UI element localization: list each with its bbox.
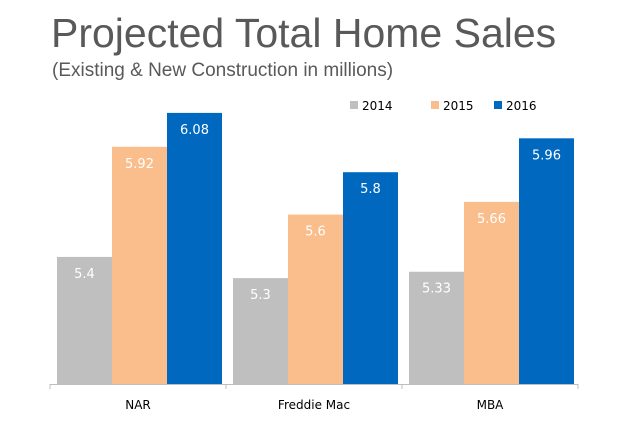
data-label: 5.96 [532, 148, 561, 163]
data-label: 5.3 [250, 288, 271, 303]
category-label: MBA [477, 398, 505, 412]
legend-label: 2014 [362, 99, 393, 113]
data-label: 5.4 [74, 267, 95, 282]
bar-2015-mba [464, 201, 519, 384]
data-label: 5.33 [422, 282, 451, 297]
data-label: 5.6 [305, 225, 326, 240]
bar-2015-nar [112, 146, 167, 384]
legend-swatch-2014 [350, 101, 358, 109]
bar-2014-freddie-mac [233, 278, 288, 384]
data-label: 5.8 [360, 182, 381, 197]
bar-2015-freddie-mac [288, 214, 343, 384]
data-label: 6.08 [180, 123, 209, 138]
legend-swatch-2016 [494, 101, 502, 109]
legend-label: 2016 [506, 99, 537, 113]
chart-subtitle: (Existing & New Construction in millions… [52, 60, 394, 81]
legend-label: 2015 [443, 99, 474, 113]
bar-2016-mba [519, 138, 574, 384]
bar-2014-nar [57, 256, 112, 384]
data-label: 5.66 [477, 212, 506, 227]
bar-2016-freddie-mac [343, 172, 398, 384]
category-label: NAR [125, 398, 151, 412]
chart-title: Projected Total Home Sales [51, 10, 557, 56]
bar-2014-mba [409, 271, 464, 384]
category-label: Freddie Mac [278, 398, 350, 412]
bar-2016-nar [167, 112, 222, 384]
legend-swatch-2015 [431, 101, 439, 109]
data-label: 5.92 [125, 157, 154, 172]
